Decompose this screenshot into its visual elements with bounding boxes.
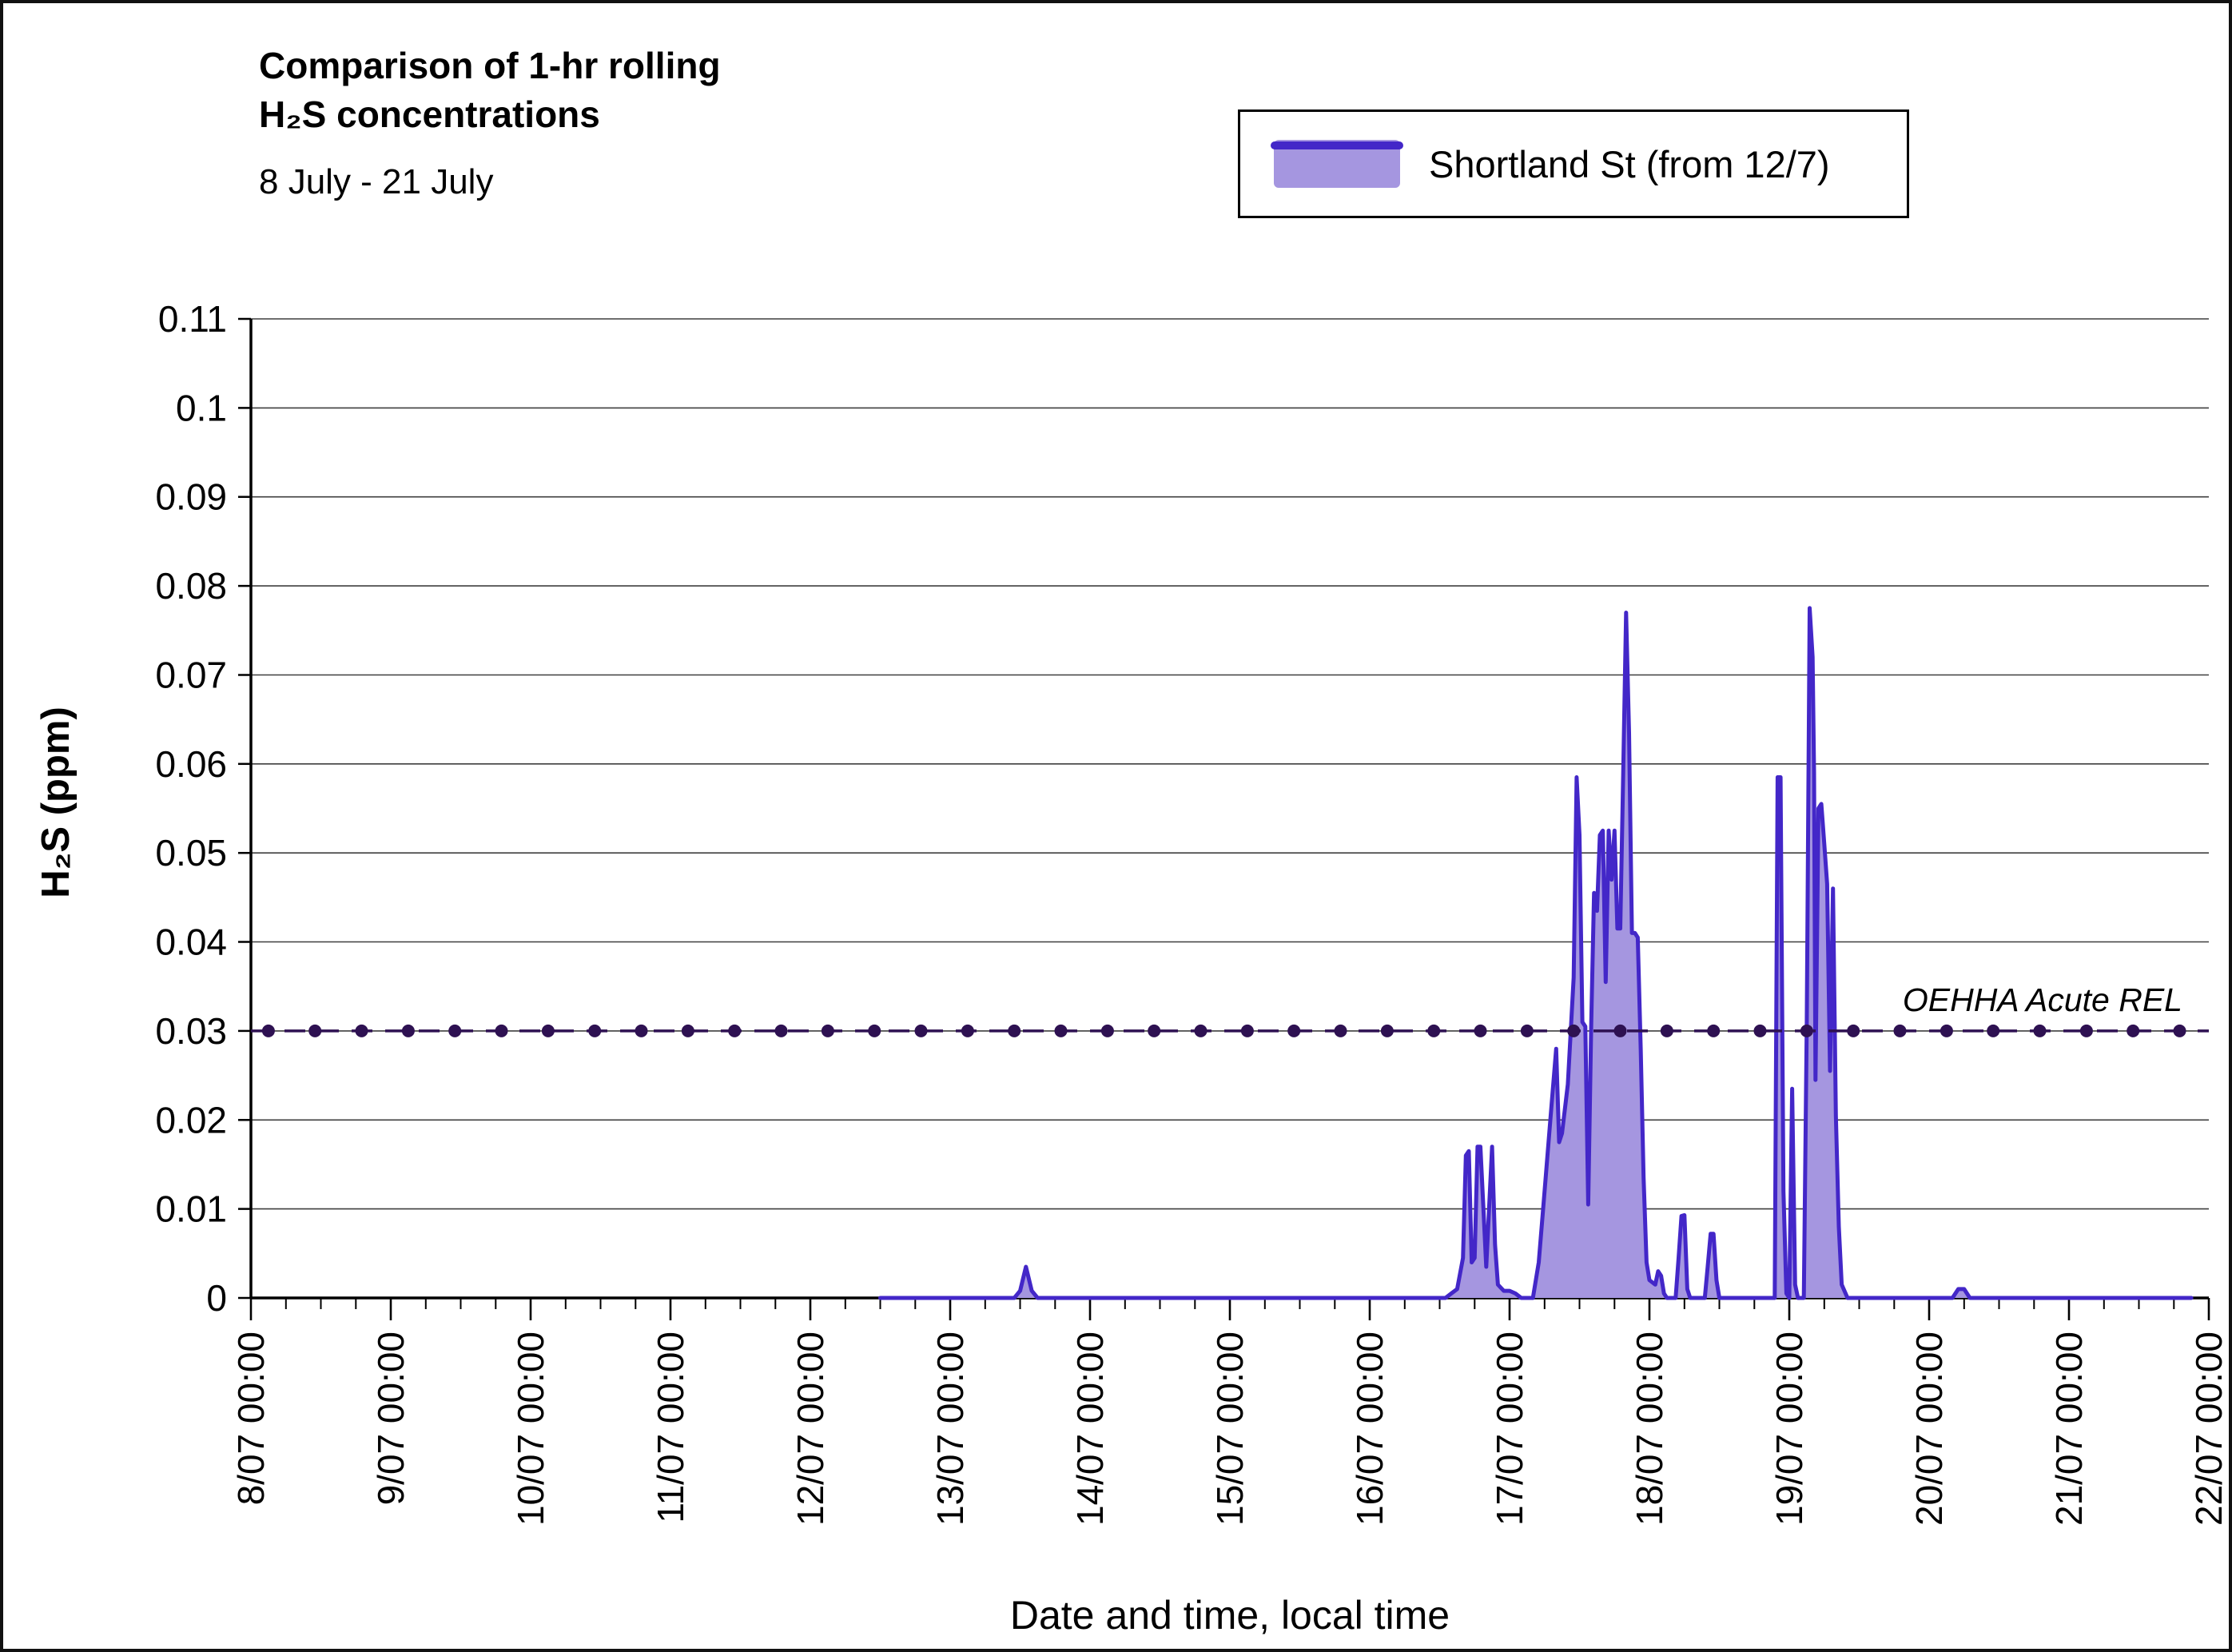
svg-text:19/07 00:00: 19/07 00:00 <box>1768 1332 1810 1526</box>
svg-text:0.04: 0.04 <box>155 922 227 963</box>
svg-text:0.01: 0.01 <box>155 1188 227 1230</box>
y-axis-title: H₂S (ppm) <box>34 707 78 898</box>
svg-text:0.1: 0.1 <box>176 387 227 428</box>
chart-title-line2: H₂S concentrations <box>259 93 600 135</box>
legend-swatch <box>1271 140 1403 188</box>
svg-text:0.09: 0.09 <box>155 476 227 518</box>
svg-text:17/07 00:00: 17/07 00:00 <box>1489 1332 1530 1526</box>
svg-text:21/07 00:00: 21/07 00:00 <box>2048 1332 2090 1526</box>
svg-text:0.05: 0.05 <box>155 832 227 874</box>
svg-text:0.02: 0.02 <box>155 1099 227 1140</box>
chart-canvas: 0 0.01 0.02 0.03 0.04 0.05 0.06 0.07 0.08 0.09 0.1… <box>155 298 2229 1526</box>
svg-text:0.11: 0.11 <box>158 298 227 340</box>
svg-text:14/07 00:00: 14/07 00:00 <box>1069 1332 1111 1526</box>
svg-text:8/07 00:00: 8/07 00:00 <box>230 1332 272 1505</box>
svg-text:18/07 00:00: 18/07 00:00 <box>1629 1332 1670 1526</box>
svg-text:13/07 00:00: 13/07 00:00 <box>929 1332 971 1526</box>
svg-text:0.07: 0.07 <box>155 655 227 696</box>
svg-text:22/07 00:00: 22/07 00:00 <box>2188 1332 2229 1526</box>
legend-swatch-line <box>1271 141 1403 149</box>
svg-text:20/07 00:00: 20/07 00:00 <box>1908 1332 1950 1526</box>
svg-text:9/07 00:00: 9/07 00:00 <box>370 1332 412 1505</box>
legend-label: Shortland St (from 12/7) <box>1429 142 1830 185</box>
chart-title-block: Comparison of 1-hr rolling H₂S concentra… <box>259 42 721 202</box>
svg-text:15/07 00:00: 15/07 00:00 <box>1209 1332 1251 1526</box>
x-axis-title: Date and time, local time <box>1009 1593 1450 1638</box>
svg-text:10/07 00:00: 10/07 00:00 <box>510 1332 551 1526</box>
legend: Shortland St (from 12/7) <box>1238 109 1909 218</box>
chart-subtitle: 8 July - 21 July <box>259 162 494 202</box>
svg-text:12/07 00:00: 12/07 00:00 <box>790 1332 831 1526</box>
svg-text:0.03: 0.03 <box>155 1010 227 1052</box>
svg-text:0.06: 0.06 <box>155 743 227 785</box>
svg-text:11/07 00:00: 11/07 00:00 <box>650 1332 691 1523</box>
chart-title-line1: Comparison of 1-hr rolling <box>259 45 721 86</box>
svg-text:0: 0 <box>206 1277 227 1319</box>
svg-text:0.08: 0.08 <box>155 565 227 607</box>
svg-text:16/07 00:00: 16/07 00:00 <box>1349 1332 1391 1526</box>
rel-line-label: OEHHA Acute REL <box>1902 981 2182 1018</box>
